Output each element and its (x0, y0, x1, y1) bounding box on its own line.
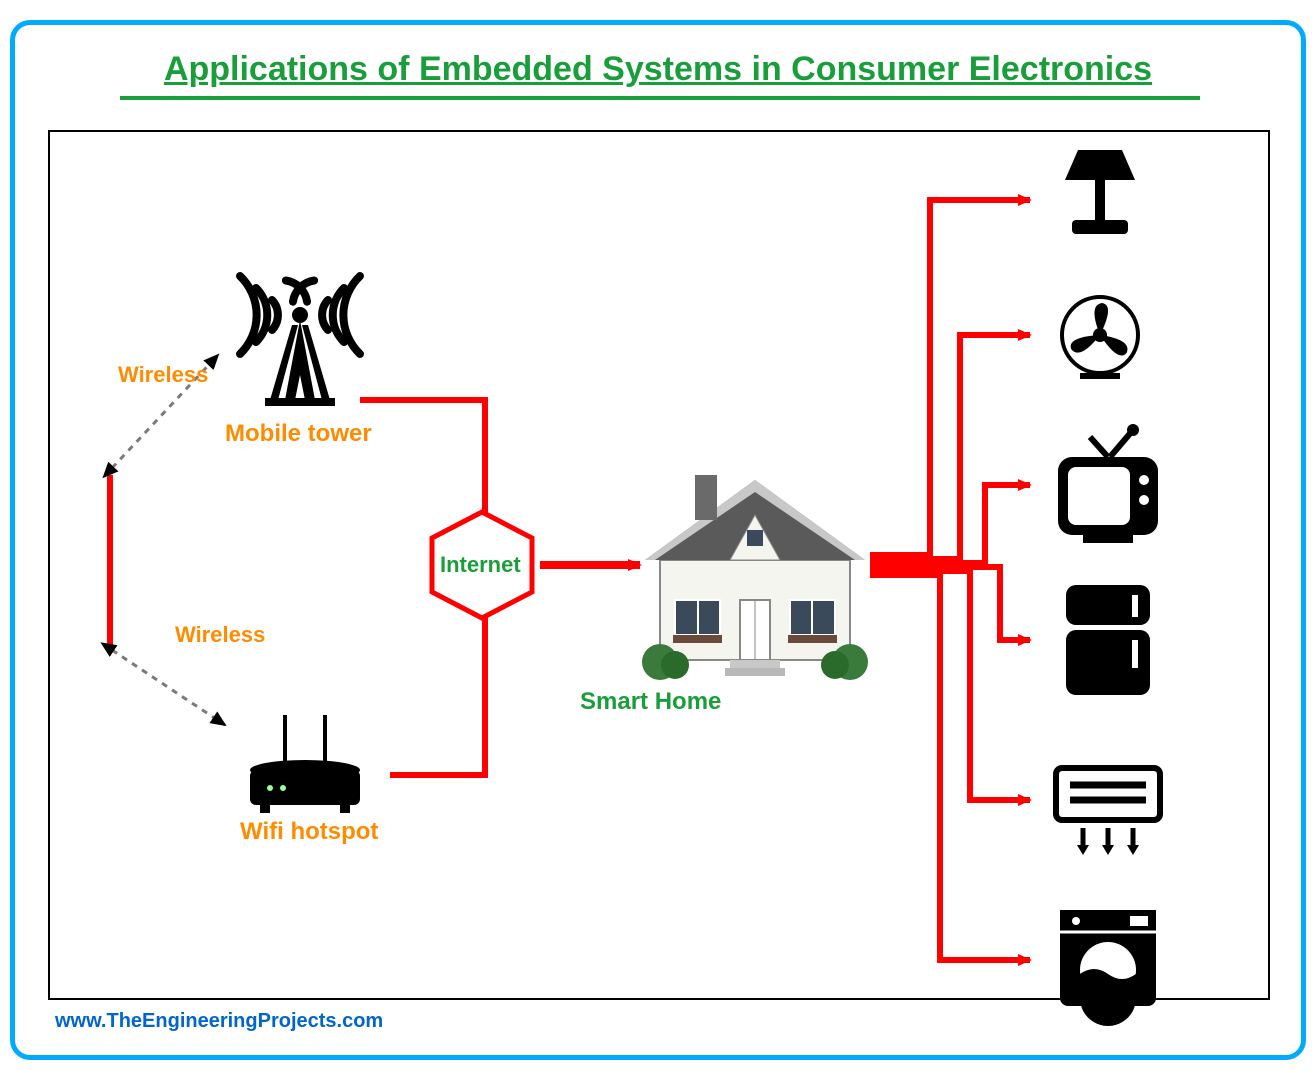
wireless-label-bottom: Wireless (175, 622, 265, 648)
page-title: Applications of Embedded Systems in Cons… (0, 50, 1316, 89)
internet-label: Internet (440, 552, 521, 578)
wifi-hotspot-label: Wifi hotspot (240, 818, 378, 846)
mobile-tower-label: Mobile tower (225, 420, 372, 448)
diagram-canvas: Applications of Embedded Systems in Cons… (0, 0, 1316, 1070)
inner-border (48, 130, 1270, 1000)
title-underline (120, 96, 1200, 100)
wireless-label-top: Wireless (118, 362, 208, 388)
smart-home-label: Smart Home (580, 688, 721, 716)
footer-link: www.TheEngineeringProjects.com (55, 1010, 383, 1033)
